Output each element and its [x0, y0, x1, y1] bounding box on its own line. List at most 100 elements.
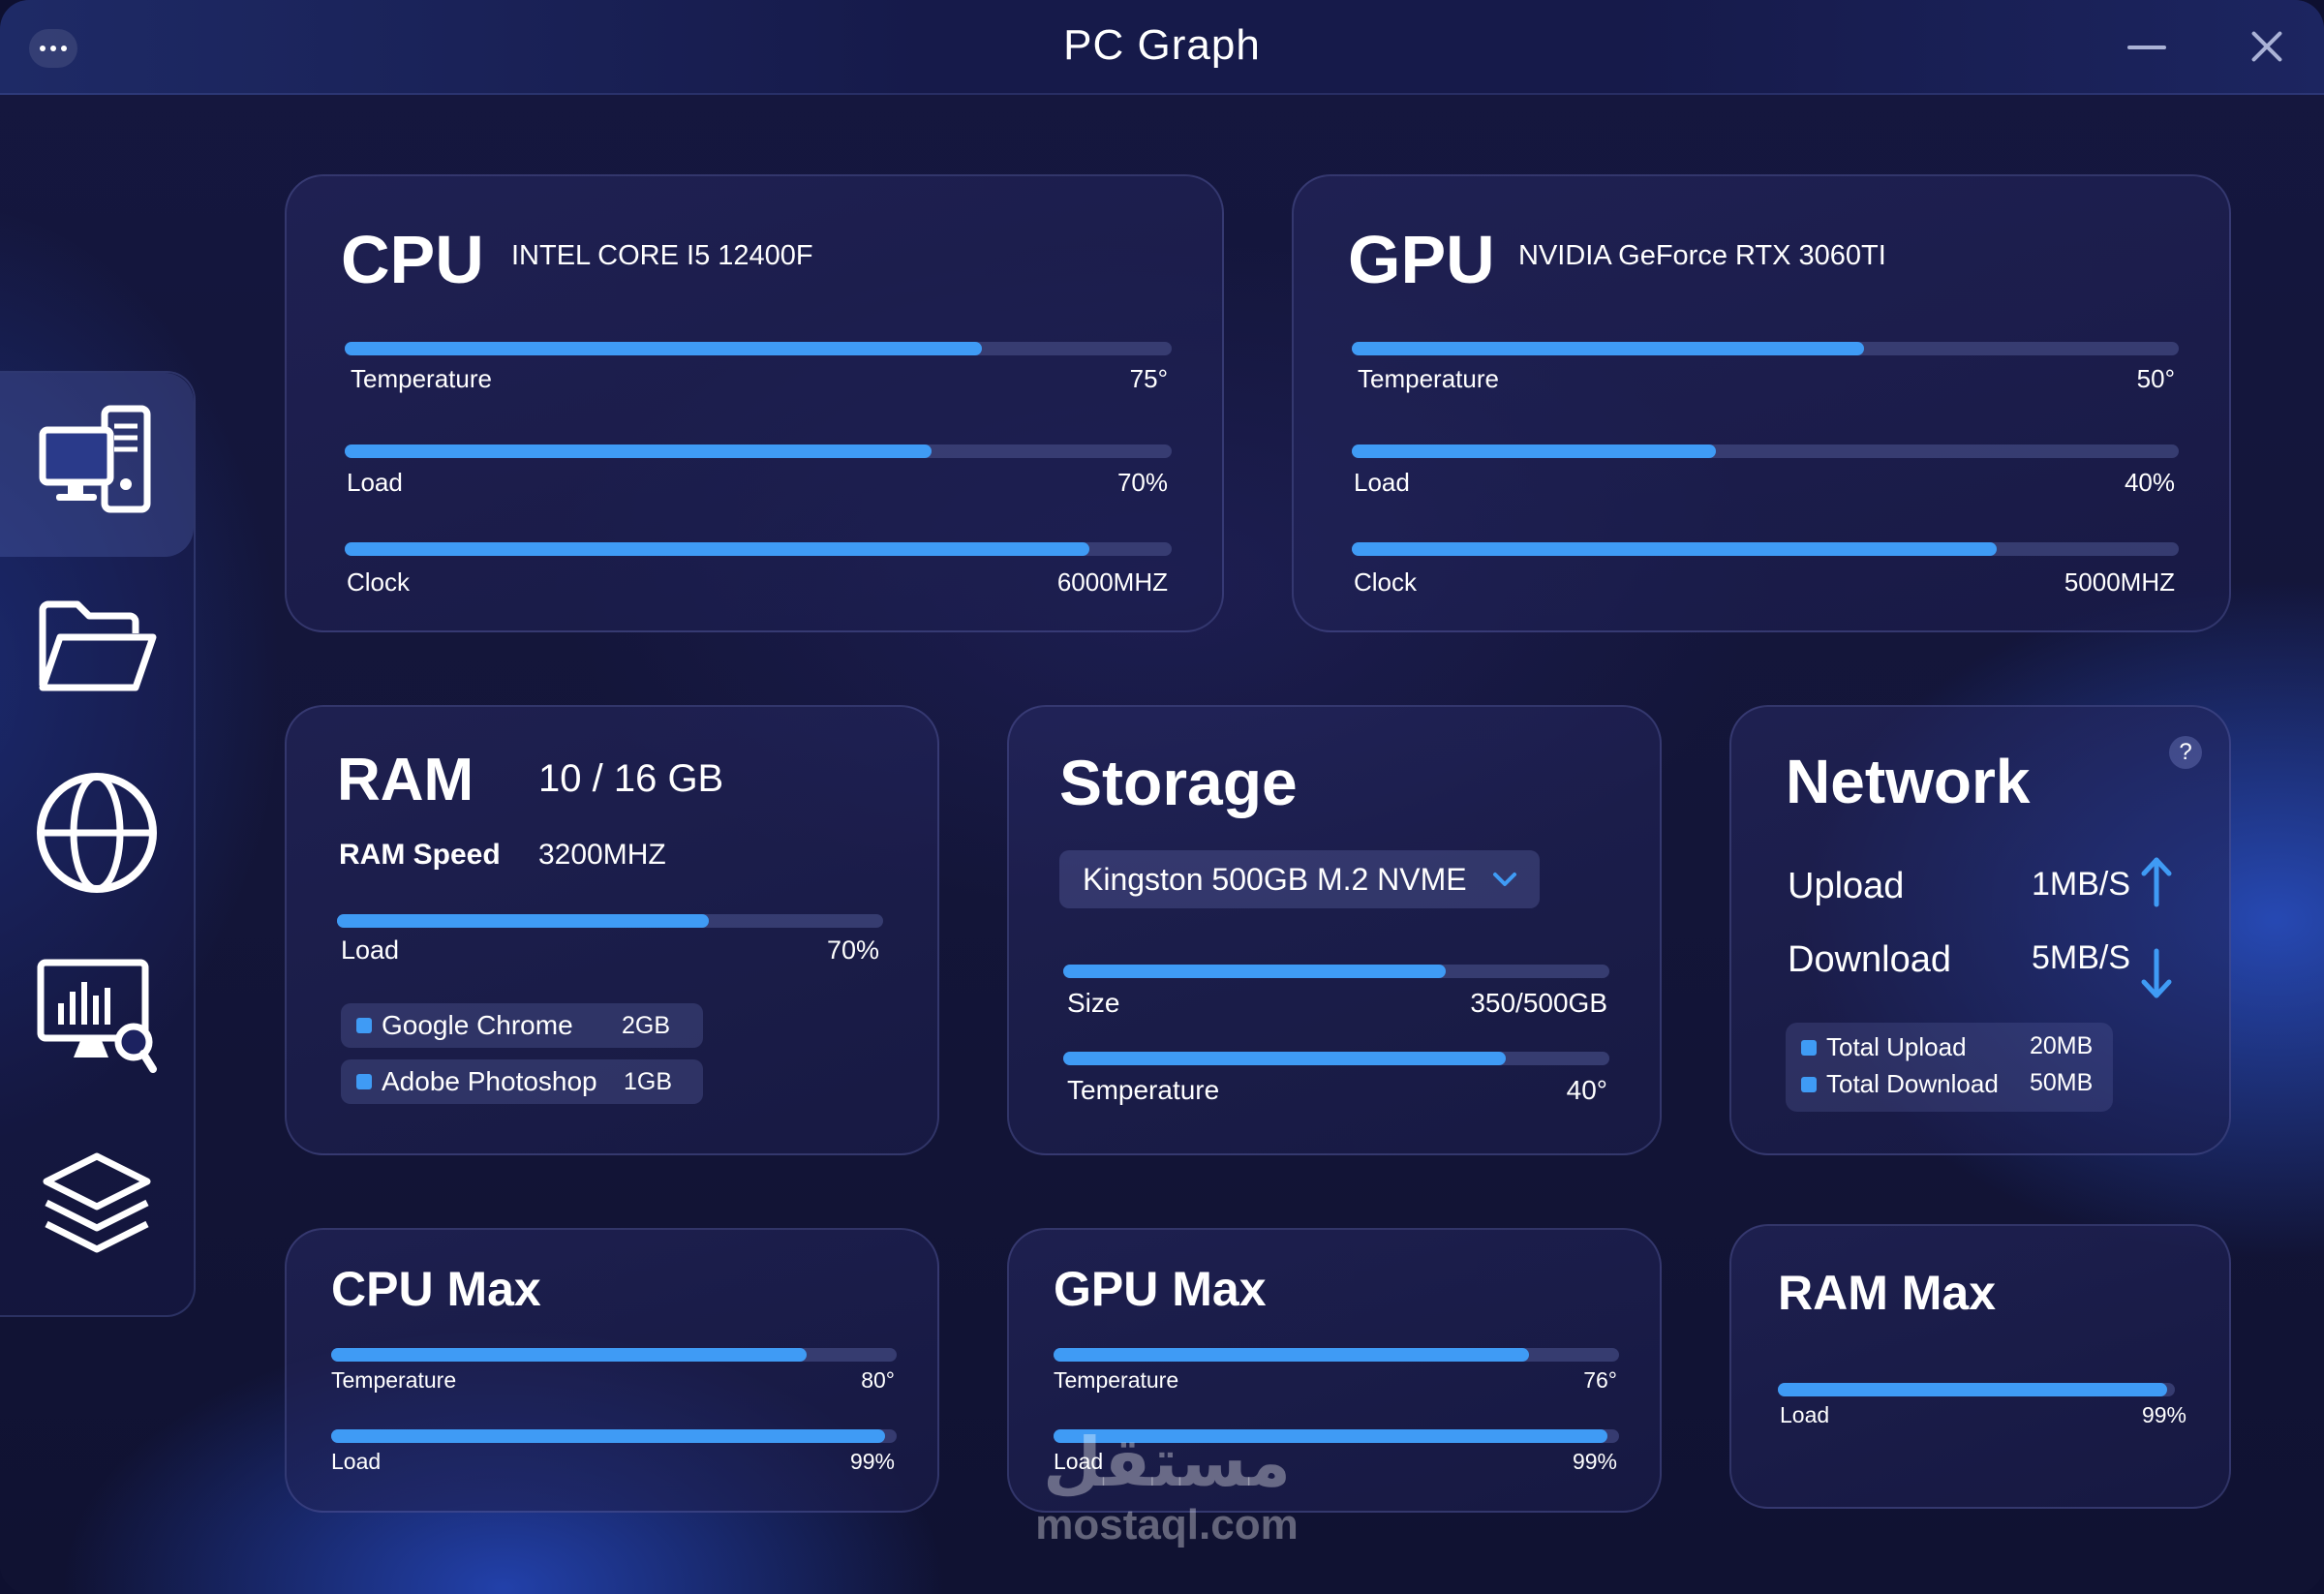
gpu-model: NVIDIA GeForce RTX 3060TI: [1518, 240, 1886, 271]
cpu-max-card: CPU Max Temperature 80° Load 99%: [285, 1228, 939, 1513]
storage-drive-selected: Kingston 500GB M.2 NVME: [1083, 861, 1467, 897]
upload-value: 1MB/S: [2032, 866, 2131, 903]
gpu-max-load-label: Load: [1054, 1449, 1104, 1474]
ram-load-value: 70%: [826, 935, 879, 965]
storage-size-value: 350/500GB: [1470, 988, 1607, 1018]
legend-square-icon: [356, 1018, 372, 1033]
gpu-load-bar: [1352, 444, 2179, 458]
ram-max-card: RAM Max Load 99%: [1729, 1224, 2231, 1509]
gpu-max-load-value: 99%: [1572, 1449, 1617, 1474]
storage-size-bar: [1063, 965, 1609, 978]
gpu-max-temperature-value: 76°: [1583, 1367, 1617, 1393]
total-upload-label: Total Upload: [1826, 1032, 1967, 1061]
gpu-clock-value: 5000MHZ: [2064, 567, 2175, 597]
gpu-load-fill: [1352, 444, 1716, 458]
ram-load-fill: [337, 914, 709, 928]
gpu-temperature-fill: [1352, 342, 1865, 355]
storage-size-label: Size: [1067, 988, 1120, 1018]
cpu-load-label: Load: [347, 468, 403, 497]
total-download-row: Total Download: [1801, 1069, 1999, 1099]
gpu-load-label: Load: [1354, 468, 1410, 497]
ram-app-size: 2GB: [622, 1011, 671, 1039]
dot-icon: [61, 46, 67, 51]
gpu-clock-label: Clock: [1354, 567, 1418, 597]
sidebar-item-layers[interactable]: [0, 1109, 194, 1293]
ram-app-size: 1GB: [624, 1067, 673, 1095]
ram-speed-label: RAM Speed: [339, 839, 501, 871]
watermark-site: mostaql.com: [1035, 1501, 1299, 1548]
sidebar-item-files[interactable]: [0, 557, 194, 741]
ram-usage: 10 / 16 GB: [538, 757, 724, 800]
network-totals-box: Total Upload 20MB Total Download 50MB: [1786, 1023, 2113, 1112]
title-bar: PC Graph: [0, 0, 2324, 95]
gpu-card: GPU NVIDIA GeForce RTX 3060TI Temperatur…: [1292, 174, 2231, 632]
cpu-temperature-bar: [345, 342, 1172, 355]
cpu-max-title: CPU Max: [331, 1262, 541, 1316]
cpu-max-load-bar: [331, 1429, 897, 1443]
ram-load-bar: [337, 914, 883, 928]
gpu-temperature-value: 50°: [2136, 364, 2175, 393]
cpu-max-load-value: 99%: [849, 1449, 895, 1474]
storage-size-fill: [1063, 965, 1446, 978]
gpu-load-value: 40%: [2124, 468, 2175, 497]
arrow-down-icon: [2141, 948, 2172, 998]
storage-temperature-fill: [1063, 1052, 1506, 1065]
cpu-load-fill: [345, 444, 933, 458]
cpu-max-temperature-bar: [331, 1348, 897, 1362]
ram-speed-value: 3200MHZ: [538, 839, 666, 871]
dot-icon: [40, 46, 46, 51]
arrow-up-icon: [2141, 857, 2172, 907]
sidebar-item-network[interactable]: [0, 741, 194, 925]
gpu-max-load-fill: [1054, 1429, 1608, 1443]
cpu-max-load-label: Load: [331, 1449, 382, 1474]
storage-title: Storage: [1059, 747, 1298, 818]
sidebar: [0, 371, 196, 1317]
ram-max-load-label: Load: [1780, 1402, 1830, 1427]
gpu-clock-fill: [1352, 542, 1998, 556]
folder-icon: [39, 600, 157, 691]
storage-temperature-label: Temperature: [1067, 1075, 1220, 1105]
ram-max-load-value: 99%: [2141, 1402, 2186, 1427]
close-button[interactable]: [2243, 23, 2289, 70]
computer-icon: [39, 405, 151, 513]
cpu-clock-label: Clock: [347, 567, 411, 597]
gpu-max-temperature-bar: [1054, 1348, 1619, 1362]
storage-temperature-bar: [1063, 1052, 1609, 1065]
storage-drive-select[interactable]: Kingston 500GB M.2 NVME: [1059, 850, 1540, 908]
gpu-max-temperature-label: Temperature: [1054, 1367, 1179, 1393]
cpu-load-bar: [345, 444, 1172, 458]
chevron-down-icon: [1493, 873, 1516, 886]
cpu-max-temperature-label: Temperature: [331, 1367, 457, 1393]
gpu-max-load-bar: [1054, 1429, 1619, 1443]
storage-card: Storage Kingston 500GB M.2 NVME Size 350…: [1007, 705, 1662, 1155]
ram-app-name: Adobe Photoshop: [382, 1066, 597, 1096]
cpu-card: CPU INTEL CORE I5 12400F Temperature 75°…: [285, 174, 1224, 632]
gpu-max-temperature-fill: [1054, 1348, 1529, 1362]
cpu-max-load-fill: [331, 1429, 886, 1443]
ram-title: RAM: [337, 747, 474, 813]
ram-load-label: Load: [341, 935, 400, 965]
sidebar-item-computer[interactable]: [0, 373, 194, 557]
cpu-model: INTEL CORE I5 12400F: [511, 240, 813, 271]
legend-square-icon: [1801, 1077, 1817, 1092]
sidebar-item-analytics[interactable]: [0, 925, 194, 1109]
help-button[interactable]: ?: [2169, 736, 2202, 769]
gpu-max-title: GPU Max: [1054, 1262, 1267, 1316]
ram-max-title: RAM Max: [1778, 1266, 1997, 1320]
gpu-max-card: GPU Max Temperature 76° Load 99%: [1007, 1228, 1662, 1513]
cpu-temperature-value: 75°: [1129, 364, 1168, 393]
cpu-temperature-fill: [345, 342, 982, 355]
more-menu-button[interactable]: [29, 29, 77, 68]
total-download-label: Total Download: [1826, 1069, 1999, 1098]
minimize-button[interactable]: [2124, 27, 2172, 66]
cpu-load-value: 70%: [1116, 468, 1168, 497]
ram-app-item: Google Chrome 2GB: [341, 1003, 703, 1048]
download-label: Download: [1788, 939, 1951, 980]
network-card: Network ? Upload 1MB/S Download 5MB/S To…: [1729, 705, 2231, 1155]
total-upload-row: Total Upload: [1801, 1032, 1967, 1062]
globe-icon: [37, 773, 157, 893]
storage-temperature-value: 40°: [1566, 1075, 1607, 1105]
ram-max-load-fill: [1778, 1383, 2167, 1396]
download-value: 5MB/S: [2032, 939, 2131, 976]
